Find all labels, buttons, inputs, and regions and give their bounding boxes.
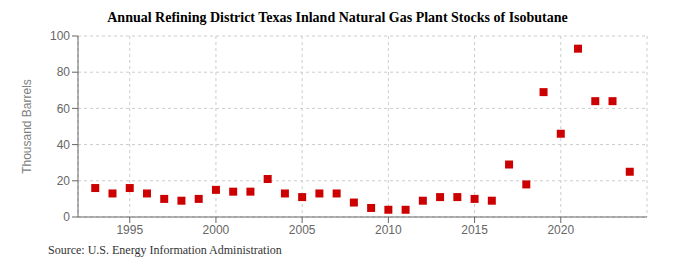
svg-text:40: 40 [57, 138, 71, 152]
svg-text:20: 20 [57, 174, 71, 188]
html-text:Source: U.S. Energy Informatio: Source: U.S. Energy Information Administ… [48, 243, 282, 257]
svg-text:0: 0 [63, 210, 70, 224]
svg-text:80: 80 [57, 65, 71, 79]
svg-text:2010: 2010 [375, 223, 402, 237]
svg-text:2020: 2020 [547, 223, 574, 237]
svg-text:1995: 1995 [116, 223, 143, 237]
svg-text:Thousand Barrels: Thousand Barrels [20, 79, 34, 174]
svg-text:2015: 2015 [461, 223, 488, 237]
svg-text:2005: 2005 [289, 223, 316, 237]
svg-text:2000: 2000 [203, 223, 230, 237]
html-text:Annual Refining District Texas: Annual Refining District Texas Inland Na… [107, 10, 568, 25]
svg-text:100: 100 [50, 29, 70, 43]
svg-text:60: 60 [57, 102, 71, 116]
